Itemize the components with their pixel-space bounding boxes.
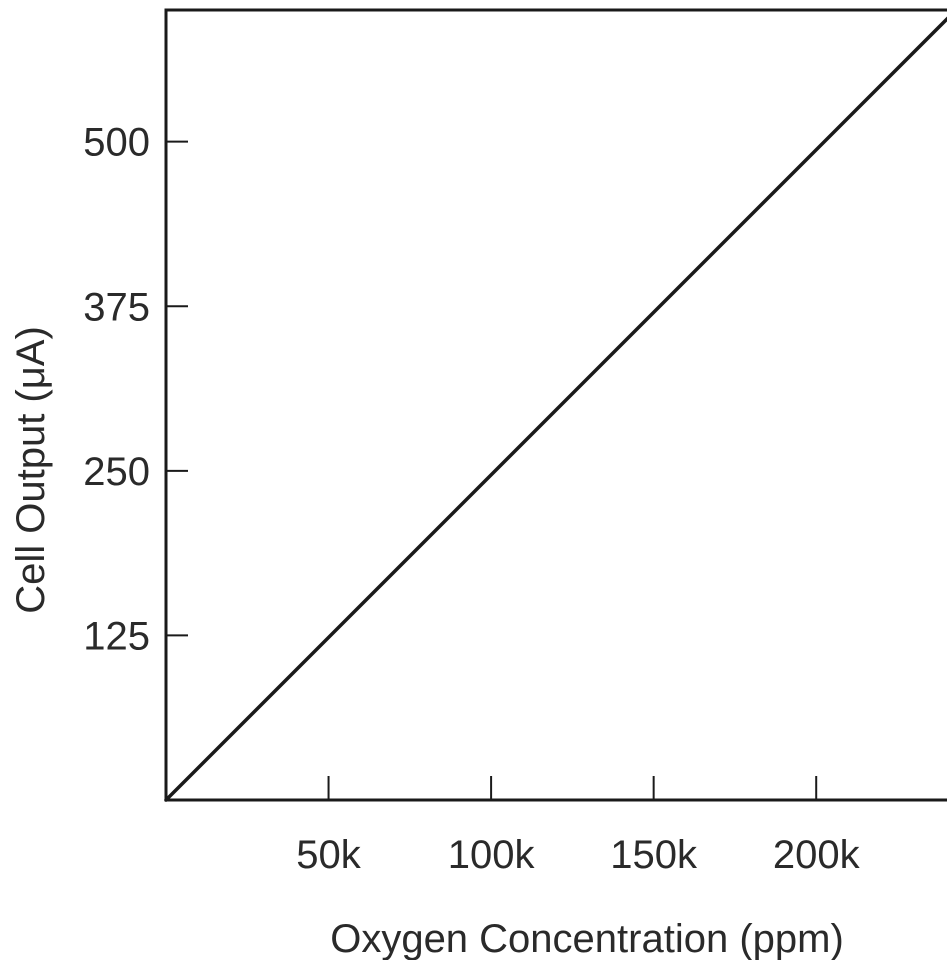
x-tick-label-0: 50k xyxy=(296,833,361,877)
ticks-layer xyxy=(166,140,818,800)
tick-labels-layer: 50k 100k 150k 200k 125 250 375 500 xyxy=(83,121,860,877)
y-tick-label-0: 125 xyxy=(83,614,150,658)
y-tick-label-3: 500 xyxy=(83,121,150,165)
y-tick-label-2: 375 xyxy=(83,285,150,329)
series-line-0 xyxy=(164,16,947,802)
y-axis-title: Cell Output (μA) xyxy=(9,326,53,614)
x-axis-title: Oxygen Concentration (ppm) xyxy=(330,917,844,960)
y-tick-label-1: 250 xyxy=(83,450,150,494)
plot-frame xyxy=(164,8,947,802)
x-tick-label-3: 200k xyxy=(773,833,861,877)
series-layer xyxy=(164,16,947,802)
x-tick-label-2: 150k xyxy=(610,833,698,877)
x-tick-label-1: 100k xyxy=(448,833,536,877)
